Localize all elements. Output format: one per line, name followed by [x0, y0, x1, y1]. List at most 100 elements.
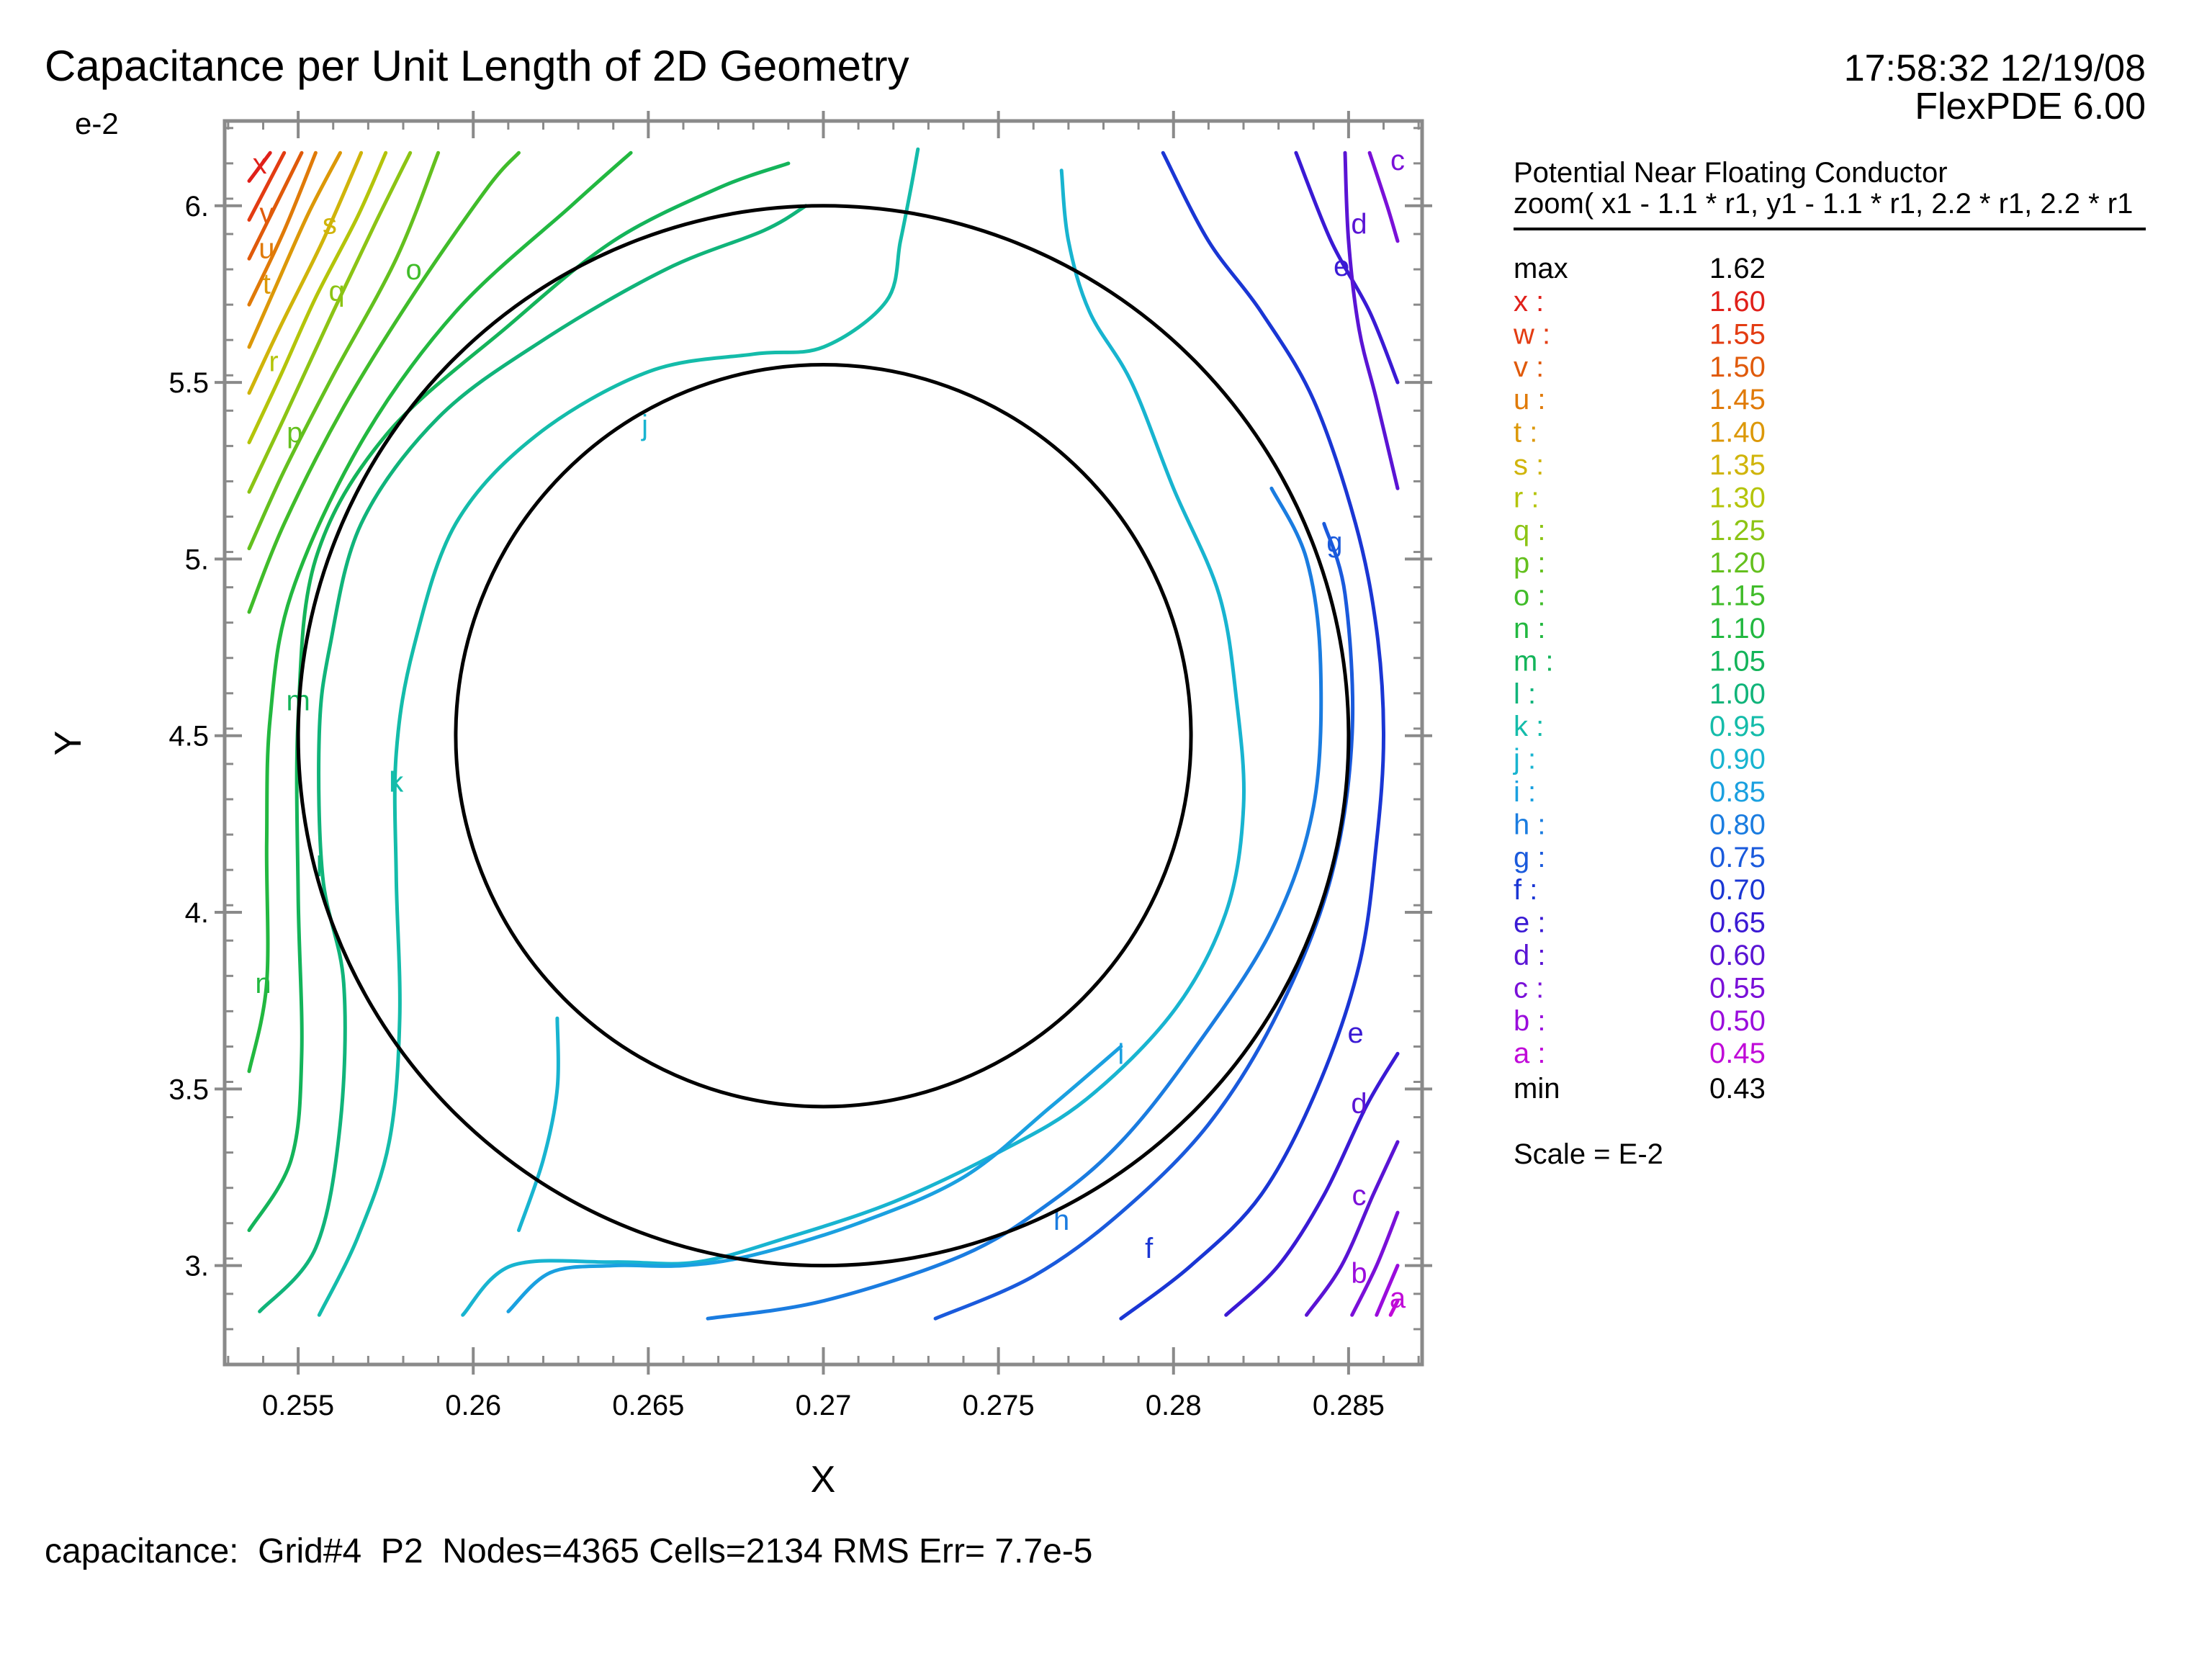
y-axis-title: Y: [48, 731, 89, 756]
contour-line-d: [1305, 1140, 1400, 1317]
contour-label-q: q: [328, 276, 344, 307]
legend-item-value: 0.60: [1709, 940, 1766, 971]
legend-item-value: 0.90: [1709, 744, 1766, 775]
contour-label-u: u: [258, 233, 274, 265]
contour-line-r: [247, 150, 388, 444]
legend-item-letter: x :: [1514, 286, 1544, 318]
legend-item-letter: j :: [1513, 744, 1536, 775]
legend-min-label: min: [1514, 1073, 1560, 1105]
legend-item-value: 0.55: [1709, 972, 1766, 1004]
legend-item-value: 1.35: [1709, 449, 1766, 481]
legend-max-label: max: [1514, 253, 1568, 284]
y-tick-label: 6.: [185, 191, 209, 222]
x-tick-label: 0.265: [612, 1390, 684, 1421]
legend-item-value: 1.15: [1709, 580, 1766, 612]
contour-label-d: d: [1351, 208, 1367, 240]
x-tick-label: 0.255: [262, 1390, 334, 1421]
contour-line-c: [1350, 1210, 1400, 1317]
legend-item-value: 1.25: [1709, 515, 1766, 547]
legend-item-value: 1.40: [1709, 417, 1766, 449]
contour-label-e: e: [1334, 251, 1349, 282]
contour-line-f: [1119, 150, 1385, 1321]
legend-item-value: 1.30: [1709, 482, 1766, 513]
contour-label-g: g: [1326, 526, 1342, 558]
legend-item-letter: w :: [1513, 318, 1550, 350]
contour-label-a: a: [1390, 1282, 1406, 1314]
contour-label-k: k: [389, 766, 404, 798]
legend-item-value: 1.55: [1709, 318, 1766, 350]
contour-label-c: c: [1390, 145, 1405, 176]
conductor-circles: [296, 204, 1351, 1268]
legend-item-value: 0.50: [1709, 1005, 1766, 1037]
contour-line-d2: [1343, 150, 1400, 490]
contour-line-v: [247, 150, 304, 261]
contour-label-v: v: [259, 198, 274, 230]
legend-item-letter: a :: [1514, 1038, 1545, 1069]
legend-item-value: 0.85: [1709, 776, 1766, 808]
legend-item-value: 1.00: [1709, 678, 1766, 710]
contour-label-l: l: [316, 851, 323, 883]
contour-label-c: c: [1352, 1180, 1366, 1212]
y-exponent-label: e-2: [75, 107, 119, 140]
legend-item-value: 1.45: [1709, 384, 1766, 415]
legend-item-letter: o :: [1514, 580, 1545, 612]
inner-conductor-circle: [454, 363, 1193, 1109]
footer-status: capacitance: Grid#4 P2 Nodes=4365 Cells=…: [45, 1532, 1093, 1570]
contour-label-j: j: [641, 410, 648, 441]
contour-line-g: [933, 521, 1355, 1321]
legend-item-value: 0.70: [1709, 874, 1766, 906]
contour-label-s: s: [323, 208, 337, 240]
x-tick-label: 0.275: [963, 1390, 1035, 1421]
y-tick-label: 4.: [185, 897, 209, 929]
y-tick-label: 5.: [185, 544, 209, 575]
contour-line-u: [247, 150, 318, 307]
contour-line-n: [247, 150, 633, 1074]
contour-label-t: t: [263, 269, 271, 300]
y-tick-label: 5.5: [168, 367, 209, 399]
legend-item-letter: v :: [1514, 351, 1544, 383]
legend-item-value: 0.45: [1709, 1038, 1766, 1069]
contour-line-h: [706, 486, 1323, 1321]
contour-label-h: h: [1053, 1205, 1069, 1236]
legend-item-value: 1.20: [1709, 547, 1766, 579]
legend-item-letter: e :: [1514, 907, 1545, 939]
legend-item-letter: b :: [1514, 1005, 1545, 1037]
contour-label-n: n: [255, 968, 271, 999]
legend-item-letter: c :: [1514, 972, 1544, 1004]
contour-line-e2: [1294, 150, 1400, 385]
legend-heading: Potential Near Floating Conductor: [1514, 157, 1948, 189]
legend-item-value: 0.75: [1709, 842, 1766, 873]
contour-label-e: e: [1347, 1017, 1363, 1049]
legend-item-letter: i :: [1514, 776, 1536, 808]
contour-line-l: [258, 204, 808, 1313]
legend-min-value: 0.43: [1709, 1073, 1766, 1105]
contour-line-c2: [1367, 150, 1400, 243]
legend-subheading: zoom( x1 - 1.1 * r1, y1 - 1.1 * r1, 2.2 …: [1514, 188, 2133, 220]
contour-line-j: [461, 168, 1246, 1317]
legend-items: x : 1.60 w : 1.55 v : 1.50 u : 1.45 t : 1.40 s : 1.…: [1513, 286, 1766, 1069]
contour-line-q: [247, 150, 413, 494]
legend-max-value: 1.62: [1709, 253, 1766, 284]
legend-item-letter: l :: [1514, 678, 1536, 710]
legend-item-letter: m :: [1514, 645, 1554, 677]
legend-item-letter: t :: [1514, 417, 1537, 449]
x-tick-label: 0.285: [1313, 1390, 1385, 1421]
contour-label-b: b: [1351, 1257, 1367, 1289]
legend-item-letter: g :: [1514, 842, 1545, 873]
plot-axes: 0.255 0.26 0.265 0.27 0.275 0.28 0.285 3. 3.5 4. 4…: [168, 111, 1432, 1421]
legend-item-letter: r :: [1514, 482, 1539, 513]
contour-legend: Potential Near Floating Conductor zoom( …: [1513, 157, 2146, 1170]
legend-scale: Scale = E-2: [1514, 1138, 1663, 1170]
legend-item-value: 1.10: [1709, 613, 1766, 644]
contour-line-p: [247, 150, 441, 551]
contour-label-d: d: [1351, 1088, 1367, 1120]
contour-line-w: [247, 150, 287, 222]
contour-label-x: x: [253, 148, 267, 180]
outer-conductor-circle: [296, 204, 1351, 1268]
legend-item-letter: h :: [1514, 809, 1545, 840]
legend-item-letter: q :: [1514, 515, 1545, 547]
contour-line-s: [247, 150, 364, 395]
contour-label-i: i: [1118, 1038, 1124, 1070]
